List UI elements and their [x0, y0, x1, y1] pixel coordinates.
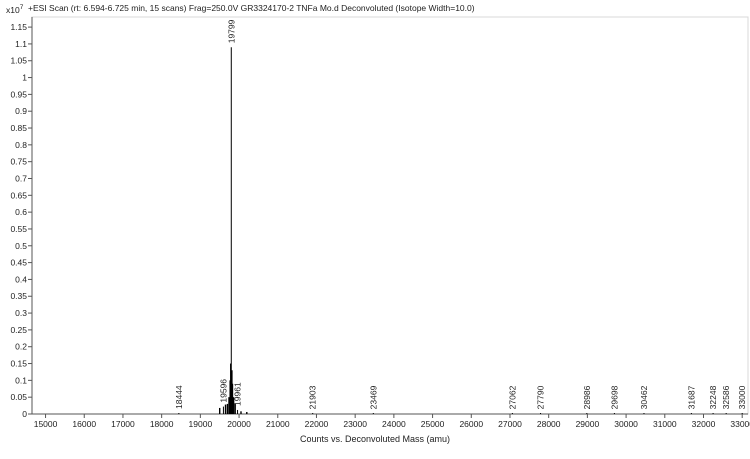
peak-label: 27062 — [507, 385, 517, 409]
x-tick-label: 27000 — [498, 419, 522, 429]
y-multiplier-base: x10 — [6, 5, 20, 15]
y-tick-label: 0.2 — [15, 342, 27, 352]
y-tick-label: 0.7 — [15, 173, 27, 183]
x-tick-label: 28000 — [537, 419, 561, 429]
peak-label: 29698 — [609, 385, 619, 409]
x-tick-label: 16000 — [72, 419, 96, 429]
peak-label: 19596 — [218, 379, 228, 403]
y-tick-label: 0.4 — [15, 274, 27, 284]
x-tick-label: 32000 — [692, 419, 716, 429]
y-tick-label: 0.6 — [15, 207, 27, 217]
y-multiplier-exponent: 7 — [20, 4, 24, 11]
y-tick-label: 0.05 — [10, 392, 27, 402]
plot-frame — [31, 16, 749, 415]
peak-label: 27790 — [536, 385, 546, 409]
peak-label: 19961 — [233, 382, 243, 406]
peak-label: 31687 — [686, 385, 696, 409]
peak-label: 21903 — [308, 385, 318, 409]
x-axis: 15000 16000 17000 18000 19000 20000 21000 22000… — [34, 414, 750, 429]
y-tick-label: 0.35 — [10, 291, 27, 301]
y-tick-label: 0.45 — [10, 258, 27, 268]
x-tick-label: 19000 — [189, 419, 213, 429]
plot-border — [31, 16, 749, 415]
y-tick-label: 1.15 — [10, 22, 27, 32]
x-tick-label: 21000 — [266, 419, 290, 429]
peak-label: 32248 — [708, 385, 718, 409]
y-tick-label: 0.15 — [10, 359, 27, 369]
y-tick-label: 0.3 — [15, 308, 27, 318]
x-tick-label: 24000 — [382, 419, 406, 429]
y-tick-label: 0.8 — [15, 140, 27, 150]
peak-labels: 18444 19596 19799 19961 21903 23469 27062 27790… — [174, 19, 747, 409]
peak-label: 28986 — [582, 385, 592, 409]
x-tick-label: 20000 — [227, 419, 251, 429]
y-tick-label: 1.1 — [15, 39, 27, 49]
peak-label: 30462 — [639, 385, 649, 409]
x-tick-label: 31000 — [653, 419, 677, 429]
y-tick-label: 1.05 — [10, 56, 27, 66]
peak-label: 33000 — [737, 385, 747, 409]
peak-label: 18444 — [174, 385, 184, 409]
x-axis-title: Counts vs. Deconvoluted Mass (amu) — [300, 434, 450, 444]
peak-label: 23469 — [368, 385, 378, 409]
y-tick-label: 0.85 — [10, 123, 27, 133]
peak-label: 32586 — [721, 385, 731, 409]
chart-title: +ESI Scan (rt: 6.594-6.725 min, 15 scans… — [28, 3, 475, 13]
x-tick-label: 22000 — [305, 419, 329, 429]
x-tick-label: 30000 — [614, 419, 638, 429]
spectrum-series — [178, 47, 743, 414]
x-tick-label: 29000 — [576, 419, 600, 429]
y-axis: 0 0.05 0.1 0.15 0.2 0.25 0.3 0.35 0.4 0.45 0.5 0.55… — [10, 22, 32, 419]
x-tick-label: 18000 — [150, 419, 174, 429]
x-tick-label: 23000 — [343, 419, 367, 429]
y-tick-label: 0.25 — [10, 325, 27, 335]
y-tick-label: 0 — [22, 409, 27, 419]
y-tick-label: 0.75 — [10, 157, 27, 167]
x-tick-label: 25000 — [421, 419, 445, 429]
y-tick-label: 0.95 — [10, 89, 27, 99]
y-tick-label: 1 — [22, 73, 27, 83]
x-tick-label: 33000 — [730, 419, 750, 429]
x-tick-label: 15000 — [34, 419, 58, 429]
y-tick-label: 0.55 — [10, 224, 27, 234]
y-tick-label: 0.9 — [15, 106, 27, 116]
x-tick-label: 17000 — [111, 419, 135, 429]
y-tick-label: 0.1 — [15, 375, 27, 385]
y-tick-label: 0.65 — [10, 190, 27, 200]
y-tick-label: 0.5 — [15, 241, 27, 251]
y-multiplier: x107 — [6, 4, 24, 15]
x-tick-label: 26000 — [459, 419, 483, 429]
peak-label: 19799 — [226, 19, 236, 43]
